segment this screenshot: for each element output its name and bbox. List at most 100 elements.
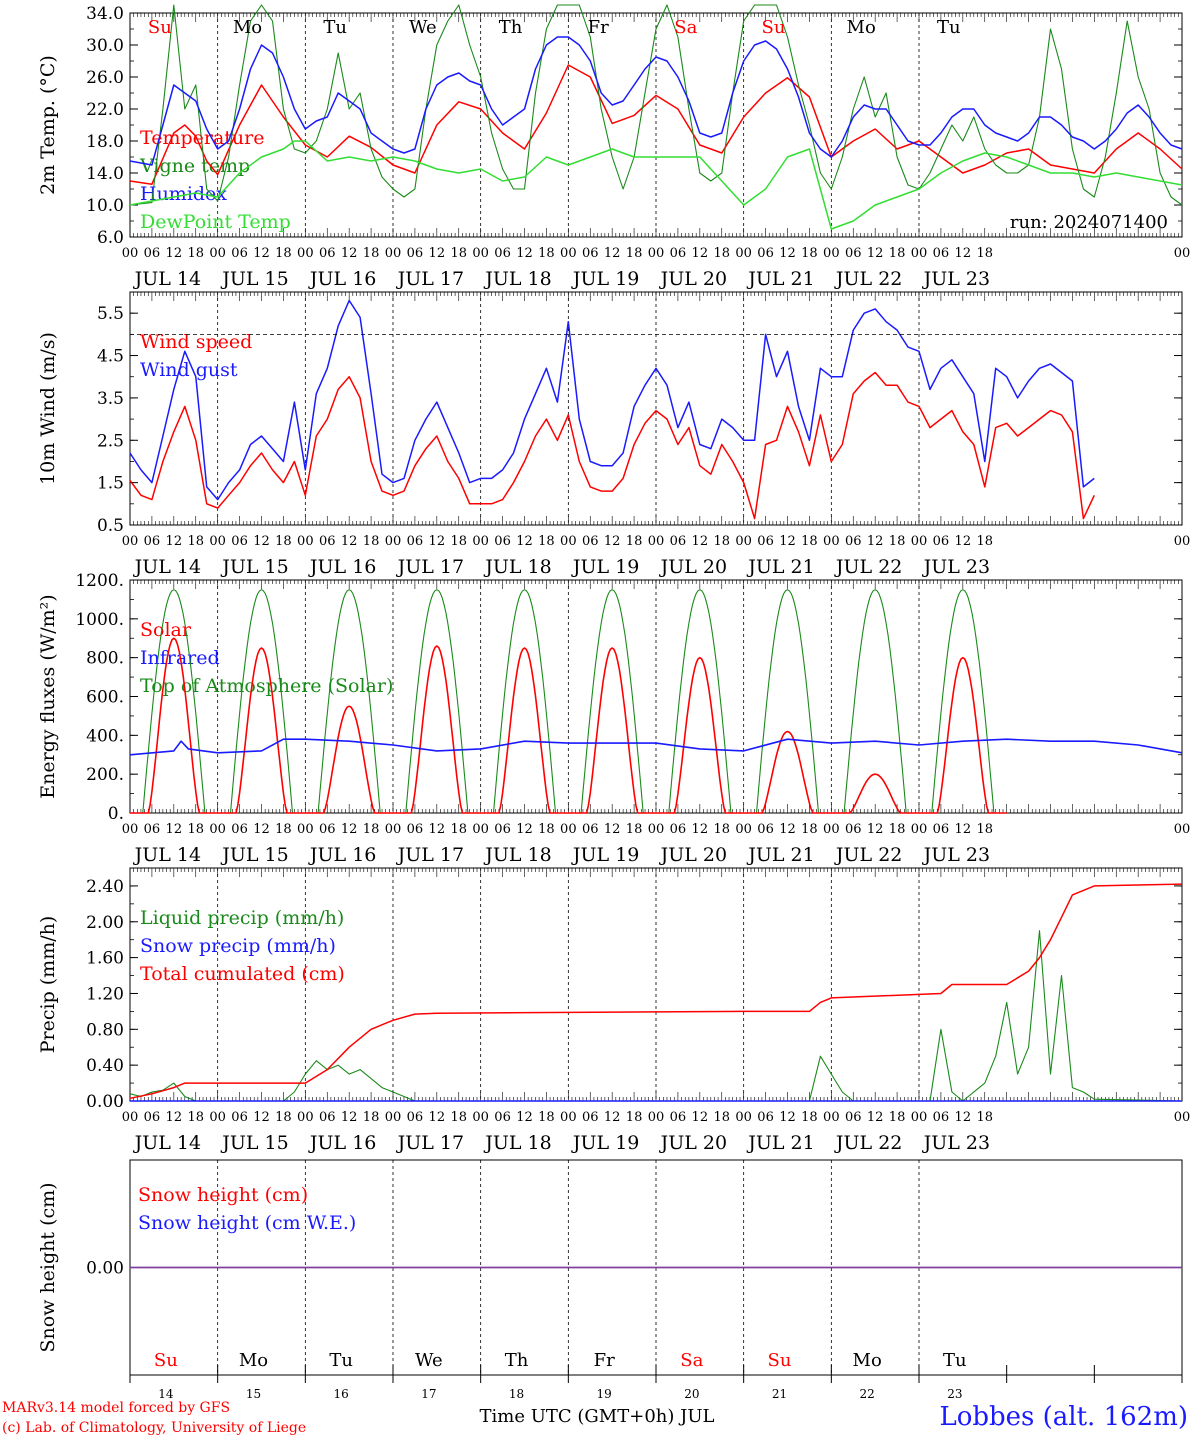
hour-label: 06 (845, 246, 862, 261)
hour-label: 18 (275, 1110, 292, 1125)
hour-label: 00 (911, 246, 928, 261)
hour-label: 00 (823, 822, 840, 837)
y-tick-label: 30.0 (86, 36, 124, 56)
humidex-line (129, 36, 1183, 166)
hour-label: 18 (713, 822, 730, 837)
hour-label: 12 (955, 534, 972, 549)
y-tick-label: 1000. (75, 610, 124, 630)
weekday-label: We (409, 17, 437, 38)
y-tick-label: 0.80 (86, 1020, 124, 1040)
date-label: JUL 16 (308, 844, 376, 866)
day-number: 18 (509, 1387, 524, 1401)
date-label: JUL 20 (659, 556, 727, 578)
time-axis-title: Time UTC (GMT+0h) JUL (479, 1406, 715, 1427)
hour-label: 00 (385, 822, 402, 837)
day-number: 23 (947, 1387, 962, 1401)
hour-label: 06 (670, 1110, 687, 1125)
hour-label: 12 (341, 534, 358, 549)
hour-label: 06 (144, 246, 161, 261)
y-tick-label: 400. (86, 726, 124, 746)
hour-label: 06 (319, 1110, 336, 1125)
hour-label: 18 (626, 246, 643, 261)
hour-label: 06 (144, 822, 161, 837)
y-tick-label: 18.0 (86, 132, 124, 152)
date-label: JUL 20 (659, 1132, 727, 1154)
hour-label: 18 (889, 1110, 906, 1125)
hour-label: 06 (319, 534, 336, 549)
hour-label: 00 (472, 246, 489, 261)
hour-label: 12 (779, 822, 796, 837)
date-label: JUL 14 (133, 1132, 201, 1154)
hour-label: 00 (122, 246, 139, 261)
date-label: JUL 14 (133, 556, 201, 578)
hour-label: 18 (450, 534, 467, 549)
date-label: JUL 19 (571, 556, 639, 578)
hour-label: 18 (801, 534, 818, 549)
date-label: JUL 17 (396, 556, 464, 578)
y-tick-label: 4.5 (97, 347, 124, 367)
hour-label: 06 (231, 1110, 248, 1125)
hour-label: 18 (801, 822, 818, 837)
hour-label: 06 (494, 1110, 511, 1125)
legend-entry: Vigne temp (139, 155, 250, 177)
y-tick-label: 3.5 (97, 389, 124, 409)
hour-label: 00 (122, 1110, 139, 1125)
hour-label: 18 (187, 1110, 204, 1125)
hour-label: 18 (538, 246, 555, 261)
hour-label: 18 (976, 534, 993, 549)
date-label: JUL 21 (746, 268, 814, 290)
hour-label: 18 (275, 822, 292, 837)
hour-label: 12 (516, 534, 533, 549)
legend-entry: Liquid precip (mm/h) (140, 907, 344, 929)
hour-label: 12 (429, 534, 446, 549)
y-tick-label: 600. (86, 688, 124, 708)
hour-label: 00 (560, 822, 577, 837)
weekday-label: Mo (239, 1350, 268, 1371)
hour-label: 06 (319, 246, 336, 261)
hour-label: 06 (933, 1110, 950, 1125)
hour-label: 12 (166, 534, 183, 549)
date-label: JUL 18 (483, 268, 551, 290)
hour-label: 00 (911, 822, 928, 837)
weekday-label: Tu (937, 17, 961, 38)
hour-label: 00 (1174, 1110, 1191, 1125)
hour-label: 06 (757, 1110, 774, 1125)
hour-label: 00 (297, 822, 314, 837)
run-label: run: 2024071400 (1010, 212, 1168, 233)
hour-label: 12 (429, 246, 446, 261)
wind-speed-line (129, 371, 1095, 520)
y-tick-label: 2.5 (97, 431, 124, 451)
hour-label: 18 (801, 246, 818, 261)
station-label: Lobbes (alt. 162m) (939, 1402, 1188, 1432)
legend-entry: Solar (140, 619, 192, 641)
hour-label: 00 (735, 822, 752, 837)
hour-label: 12 (604, 534, 621, 549)
hour-label: 00 (560, 534, 577, 549)
hour-label: 00 (735, 246, 752, 261)
hour-label: 12 (779, 534, 796, 549)
hour-label: 12 (867, 822, 884, 837)
hour-label: 06 (670, 246, 687, 261)
hour-label: 18 (363, 246, 380, 261)
date-label: JUL 22 (834, 1132, 902, 1154)
hour-label: 12 (253, 822, 270, 837)
hour-label: 06 (582, 534, 599, 549)
hour-label: 12 (341, 822, 358, 837)
hour-label: 18 (626, 534, 643, 549)
hour-label: 00 (1174, 534, 1191, 549)
date-label: JUL 22 (834, 844, 902, 866)
date-label: JUL 15 (220, 844, 288, 866)
y-tick-label: 1.60 (86, 949, 124, 969)
hour-label: 06 (757, 822, 774, 837)
hour-label: 18 (889, 246, 906, 261)
weekday-label: Su (148, 17, 172, 38)
hour-label: 18 (187, 534, 204, 549)
hour-label: 12 (604, 822, 621, 837)
hour-label: 12 (253, 246, 270, 261)
temperature-line (129, 64, 1183, 185)
day-number: 19 (597, 1387, 612, 1401)
solar-line (130, 637, 1007, 814)
hour-label: 18 (363, 534, 380, 549)
hour-label: 00 (297, 246, 314, 261)
hour-label: 00 (472, 1110, 489, 1125)
